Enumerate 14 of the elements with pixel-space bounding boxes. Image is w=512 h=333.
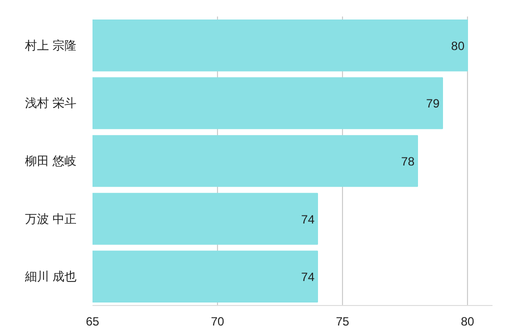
data-label: 79: [426, 96, 440, 111]
x-tick-label: 80: [460, 314, 474, 328]
data-label: 80: [451, 38, 465, 53]
x-tick-label: 75: [336, 314, 350, 328]
y-tick-label: 村上 宗隆: [24, 38, 77, 52]
y-tick-label: 細川 成也: [24, 270, 77, 284]
data-label: 78: [401, 154, 415, 168]
data-label: 74: [301, 270, 315, 284]
y-tick-label: 万波 中正: [25, 212, 77, 226]
data-label: 74: [301, 212, 315, 226]
x-tick-label: 70: [210, 314, 224, 328]
x-tick-label: 65: [86, 314, 100, 328]
y-tick-label: 柳田 悠岐: [25, 154, 77, 168]
y-tick-label: 浅村 栄斗: [25, 96, 77, 110]
